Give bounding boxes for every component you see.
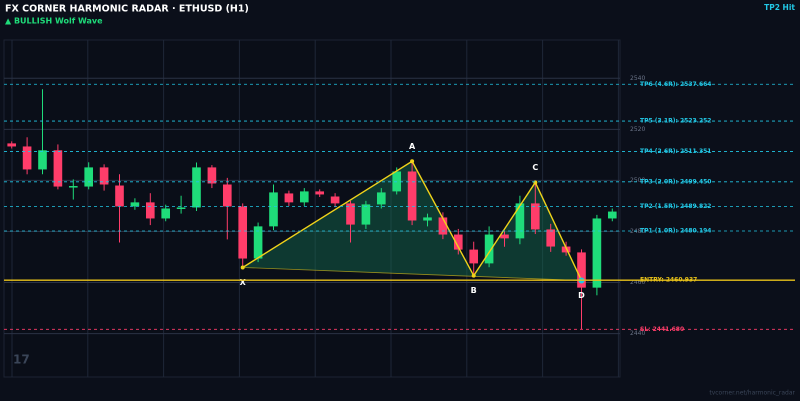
level-label: TP2 (1.5R): 2489.822 bbox=[640, 203, 711, 210]
candle-body bbox=[530, 203, 540, 230]
candle-body bbox=[130, 202, 140, 207]
candle-body bbox=[515, 203, 525, 239]
y-tick-label: 2540 bbox=[630, 75, 645, 82]
candle-body bbox=[145, 202, 155, 219]
y-tick-label: 2440 bbox=[630, 330, 645, 337]
candle-body bbox=[253, 226, 263, 259]
candle-body bbox=[561, 246, 571, 253]
status: TP2 Hit bbox=[764, 3, 795, 12]
pattern-label: C bbox=[532, 163, 538, 172]
y-tick-label: 2500 bbox=[630, 177, 645, 184]
candle-body bbox=[407, 171, 417, 221]
candle-body bbox=[53, 150, 63, 187]
pattern-label: X bbox=[240, 278, 247, 287]
candle-body bbox=[346, 203, 355, 225]
pattern-base bbox=[242, 267, 582, 281]
candle-body bbox=[99, 167, 109, 185]
y-tick-label: 2520 bbox=[630, 126, 645, 133]
candle-body bbox=[376, 192, 386, 205]
pattern-label: A bbox=[409, 142, 416, 151]
candle-body bbox=[284, 193, 294, 203]
pattern-label: B bbox=[471, 286, 477, 295]
candle-body bbox=[222, 184, 232, 207]
candle-body bbox=[484, 234, 494, 264]
footer: tvcorner.net/harmonic_radar bbox=[709, 390, 795, 397]
pattern-point bbox=[533, 180, 538, 185]
pattern-label: D bbox=[578, 291, 585, 300]
pattern-point bbox=[410, 159, 415, 164]
candle-body bbox=[269, 192, 278, 227]
candle-body bbox=[115, 185, 124, 207]
candle-body bbox=[500, 234, 509, 239]
candle-body bbox=[84, 167, 94, 187]
level-label: SL: 2441.680 bbox=[640, 326, 684, 333]
candle-body bbox=[330, 196, 340, 204]
candle-body bbox=[207, 167, 217, 184]
level-label: TP3 (2.0R): 2499.450 bbox=[640, 178, 711, 185]
level-label: TP1 (1.0R): 2480.194 bbox=[640, 227, 711, 234]
candle-body bbox=[7, 143, 17, 147]
level-label: TP6 (4.6R): 2537.664 bbox=[640, 81, 711, 88]
candle-body bbox=[238, 206, 248, 259]
candle-body bbox=[423, 217, 432, 221]
level-label: TP5 (3.1R): 2523.252 bbox=[640, 118, 711, 125]
y-tick-label: 2460 bbox=[630, 279, 645, 286]
candle-body bbox=[161, 208, 171, 219]
candle-body bbox=[361, 204, 371, 225]
level-label: ENTRY: 2460.937 bbox=[640, 277, 697, 284]
candle-body bbox=[453, 234, 463, 250]
candle-body bbox=[68, 186, 78, 188]
candle-body bbox=[299, 191, 309, 203]
candle-body bbox=[176, 207, 186, 209]
candle-body bbox=[315, 191, 325, 195]
candle-body bbox=[577, 252, 586, 288]
candle-body bbox=[438, 217, 448, 235]
pattern-point bbox=[240, 265, 245, 270]
watermark: 17 bbox=[13, 353, 30, 367]
candle-body bbox=[192, 167, 201, 208]
chart-subtitle: ▲ BULLISH Wolf Wave bbox=[5, 17, 103, 26]
level-label: TP4 (2.6R): 2511.351 bbox=[640, 148, 711, 155]
y-tick-label: 2480 bbox=[630, 228, 645, 235]
candle-body bbox=[38, 150, 47, 170]
candle-body bbox=[469, 249, 479, 264]
candle-body bbox=[546, 229, 556, 247]
pattern-point bbox=[471, 273, 476, 278]
candle-body bbox=[592, 218, 602, 288]
candle-body bbox=[607, 211, 617, 219]
chart-title: FX CORNER HARMONIC RADAR · ETHUSD (H1) bbox=[5, 4, 249, 15]
candle-body bbox=[22, 146, 32, 170]
